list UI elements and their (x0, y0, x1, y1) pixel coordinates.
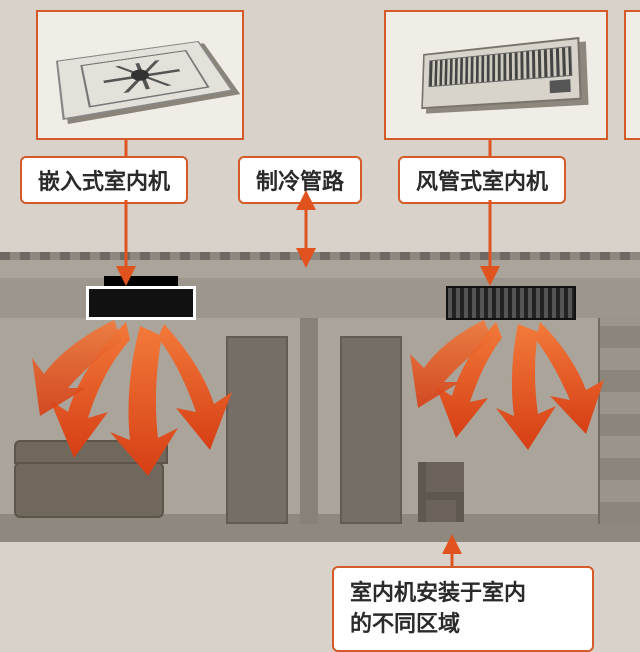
caption-line-2: 的不同区域 (350, 609, 576, 640)
ducted-illustration (421, 37, 582, 109)
caption-box: 室内机安装于室内 的不同区域 (332, 566, 594, 652)
sofa (14, 462, 164, 518)
refrigerant-pipe-label: 制冷管路 (238, 156, 362, 204)
cassette-product-box (36, 10, 244, 140)
partition-wall (300, 318, 318, 524)
door-left (226, 336, 288, 524)
diagram-canvas: 嵌入式室内机 制冷管路 风管式室内机 (0, 0, 640, 640)
door-right (340, 336, 402, 524)
room-cross-section (0, 242, 640, 542)
ducted-label: 风管式室内机 (398, 156, 566, 204)
refrigerant-pipe-label-text: 制冷管路 (256, 164, 344, 196)
window-panel (598, 318, 640, 524)
cropped-right-panel (624, 10, 640, 140)
ducted-product-box (384, 10, 608, 140)
ducted-ceiling-unit (446, 286, 576, 320)
chair (418, 462, 464, 522)
structural-ceiling (0, 252, 640, 260)
cassette-label: 嵌入式室内机 (20, 156, 188, 204)
caption-line-1: 室内机安装于室内 (350, 578, 576, 609)
cassette-label-text: 嵌入式室内机 (38, 164, 170, 196)
cassette-ceiling-unit (86, 286, 196, 320)
ducted-label-text: 风管式室内机 (416, 164, 548, 196)
cassette-illustration (56, 41, 234, 120)
floor (0, 514, 640, 542)
